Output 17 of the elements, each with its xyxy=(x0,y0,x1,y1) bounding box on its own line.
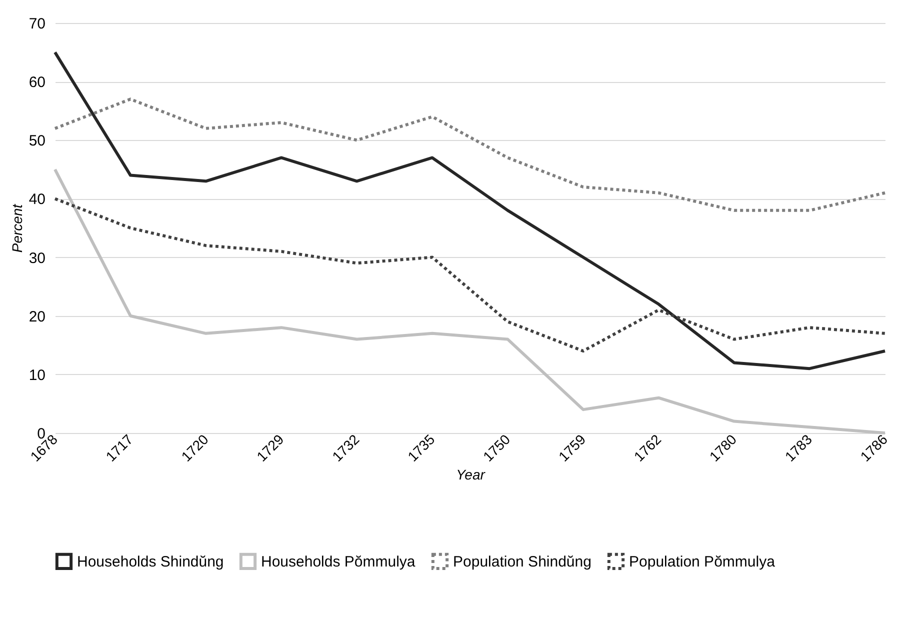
line-series xyxy=(54,197,886,352)
x-axis-title: Year xyxy=(456,466,486,482)
legend-label: Population Pŏmmulya xyxy=(629,553,776,570)
y-tick-label: 50 xyxy=(28,132,46,150)
line-series xyxy=(54,98,886,212)
y-tick-label: 60 xyxy=(28,74,46,92)
y-axis-title: Percent xyxy=(8,203,25,253)
y-tick-label: 70 xyxy=(28,16,46,32)
line-series xyxy=(54,50,886,370)
y-tick-label: 40 xyxy=(28,191,46,208)
legend-label: Population Shindŭng xyxy=(453,553,592,570)
y-tick-label: 20 xyxy=(28,308,46,326)
legend-label: Households Pŏmmulya xyxy=(261,553,416,570)
line-series xyxy=(54,168,886,434)
legend-label: Households Shindŭng xyxy=(77,553,224,570)
y-tick-label: 10 xyxy=(28,366,46,384)
y-tick-label: 30 xyxy=(28,250,46,267)
